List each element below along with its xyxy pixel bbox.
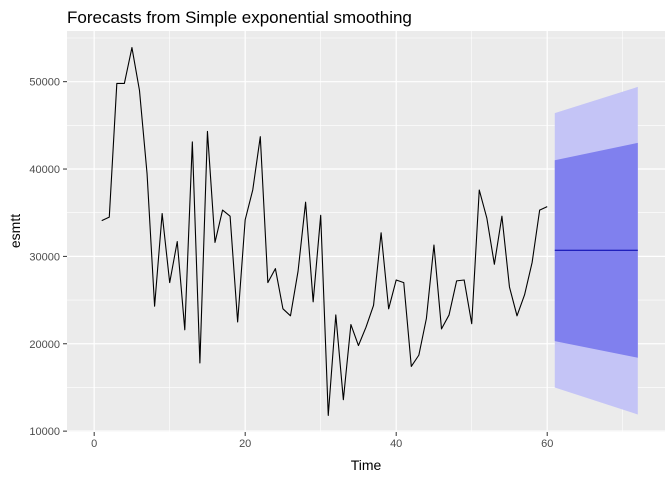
x-axis: 0 20 40 60	[91, 432, 553, 450]
x-tick-label: 0	[91, 438, 97, 450]
y-axis-title: esmtt	[7, 214, 23, 248]
y-tick-label: 50000	[29, 77, 60, 89]
chart-title: Forecasts from Simple exponential smooth…	[67, 8, 412, 27]
x-axis-title: Time	[351, 457, 382, 473]
x-tick-label: 20	[239, 438, 251, 450]
x-tick-label: 40	[390, 438, 402, 450]
y-axis: 10000 20000 30000 40000 50000	[29, 77, 67, 438]
y-tick-label: 30000	[29, 251, 60, 263]
observed-series-line	[101, 47, 548, 416]
y-tick-label: 40000	[29, 164, 60, 176]
x-tick-label: 60	[541, 438, 553, 450]
series-lines	[101, 47, 638, 416]
y-tick-label: 10000	[29, 426, 60, 438]
y-tick-label: 20000	[29, 339, 60, 351]
